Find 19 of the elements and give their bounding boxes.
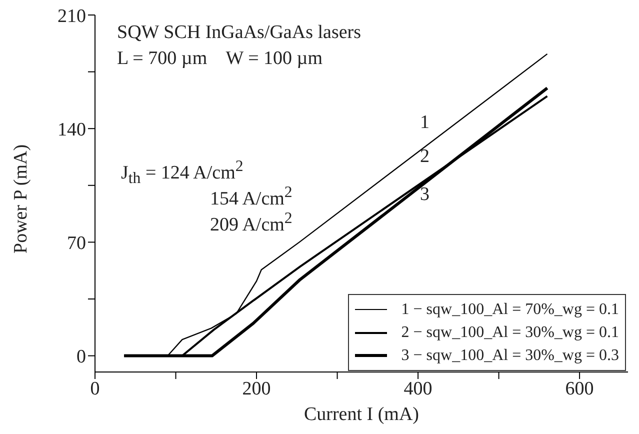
legend-label: 1 − sqw_100_Al = 70%_wg = 0.1	[401, 300, 619, 318]
x-tick-label: 600	[565, 378, 594, 400]
x-axis-title: Current I (mA)	[304, 404, 420, 425]
x-tick-label: 400	[404, 378, 432, 400]
y-tick-label: 210	[58, 6, 86, 27]
annotation: 3	[420, 184, 430, 206]
annotation: 2	[420, 146, 430, 168]
y-tick-label: 70	[67, 232, 86, 254]
x-tick-label: 200	[242, 378, 271, 400]
x-tick-label: 0	[90, 378, 100, 400]
annotation: 1	[420, 112, 430, 134]
legend-label: 2 − sqw_100_Al = 30%_wg = 0.1	[401, 324, 619, 342]
y-tick-label: 0	[76, 346, 86, 368]
annotation: L = 700 µm W = 100 µm	[117, 48, 323, 70]
y-tick-label: 140	[58, 119, 86, 140]
annotation: 209 A/cm$^{2}$	[210, 210, 292, 236]
y-axis-title: Power P (mA)	[10, 144, 32, 254]
chart-title: SQW SCH InGaAs/GaAs lasers	[117, 22, 361, 44]
legend-label: 3 − sqw_100_Al = 30%_wg = 0.3	[401, 346, 619, 364]
